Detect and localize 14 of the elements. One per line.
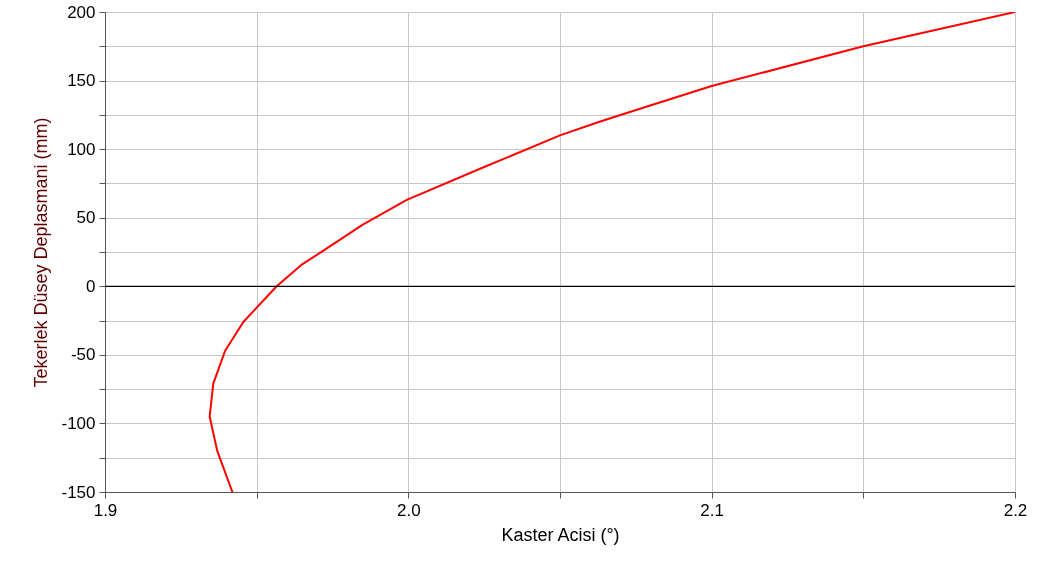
- y-tick-label: -100: [61, 413, 96, 433]
- y-tick-label: -50: [70, 345, 96, 365]
- x-tick-label: 2.1: [700, 500, 724, 520]
- y-tick-label: -150: [61, 482, 96, 502]
- x-tick-label: 2.0: [397, 500, 421, 520]
- y-axis-title: Tekerlek Düsey Deplasmani (mm): [31, 117, 52, 388]
- y-tick-label: 200: [67, 2, 96, 22]
- y-tick-label: 0: [86, 276, 96, 296]
- y-tick-label: 50: [76, 208, 96, 228]
- y-tick-label: 100: [67, 139, 96, 159]
- x-tick-label: 2.2: [1003, 500, 1028, 520]
- x-tick-label: 1.9: [93, 500, 118, 520]
- y-tick-label: 150: [67, 71, 96, 91]
- x-axis-title: Kaster Acisi (°): [501, 524, 620, 545]
